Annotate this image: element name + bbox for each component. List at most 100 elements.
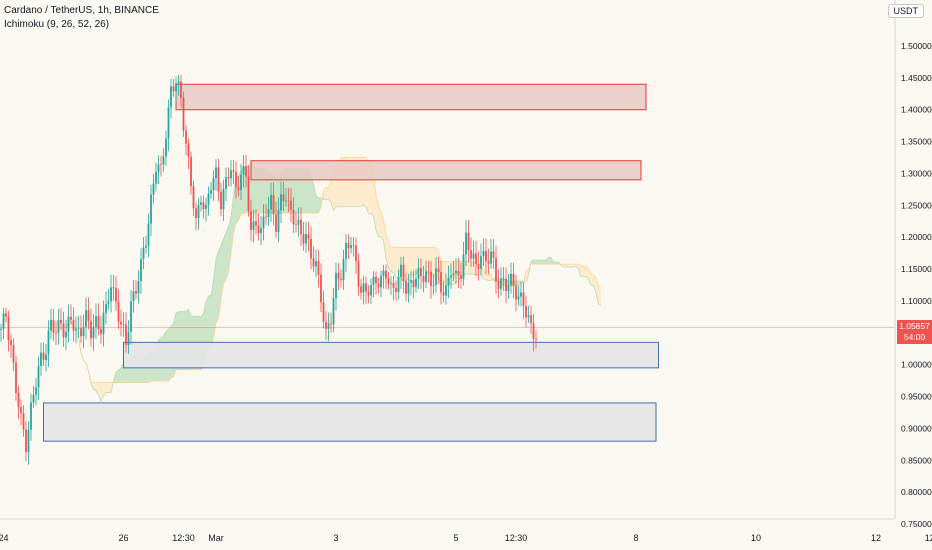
cloud-segment	[483, 269, 486, 280]
cloud-segment	[118, 368, 121, 383]
candle-body	[152, 183, 155, 195]
candle-body	[470, 250, 472, 259]
candle-body	[287, 200, 290, 202]
candle-body	[37, 366, 40, 388]
candle-body	[522, 292, 525, 307]
cloud-segment	[456, 261, 459, 282]
cloud-segment	[543, 259, 546, 265]
candle-body	[440, 272, 442, 293]
cloud-segment	[211, 280, 214, 349]
candle-body	[142, 247, 145, 260]
cloud-segment	[443, 261, 446, 287]
candle-body	[70, 316, 72, 320]
y-tick-label: 1.15000	[901, 264, 932, 274]
candle-body	[487, 261, 490, 264]
y-tick-label: 1.25000	[901, 200, 932, 210]
candle-body	[317, 261, 320, 275]
candle-body	[280, 194, 282, 211]
indicator-label[interactable]: Ichimoku (9, 26, 52, 26)	[4, 19, 110, 30]
candle-body	[132, 291, 135, 302]
candle-body	[162, 156, 165, 165]
cloud-segment	[406, 247, 409, 282]
candle-body	[340, 278, 342, 281]
x-tick-label: 3	[333, 533, 338, 543]
candle-body	[420, 268, 422, 277]
candle-body	[227, 177, 230, 179]
cloud-segment	[303, 169, 306, 214]
candle-body	[345, 243, 347, 260]
candle-body	[357, 261, 360, 287]
x-tick-label: 12	[871, 533, 881, 543]
cloud-segment	[106, 382, 109, 393]
y-tick-label: 1.45000	[901, 73, 932, 83]
candle-body	[527, 315, 530, 318]
candle-body	[115, 288, 117, 302]
cloud-segment	[313, 184, 316, 214]
candle-body	[500, 279, 502, 289]
cloud-segment	[541, 259, 544, 265]
candle-body	[65, 331, 67, 338]
candle-body	[375, 276, 377, 284]
cloud-segment	[93, 382, 96, 391]
cloud-segment	[556, 262, 559, 265]
candle-body	[475, 253, 477, 265]
candle-body	[255, 221, 257, 226]
candle-body	[435, 268, 437, 286]
y-tick-label: 1.00000	[901, 360, 932, 370]
candle-body	[202, 202, 205, 210]
candle-body	[505, 278, 507, 291]
candle-body	[432, 285, 435, 287]
cloud-segment	[96, 382, 99, 395]
candle-body	[7, 316, 10, 341]
candle-body	[240, 174, 242, 191]
candle-body	[175, 83, 177, 92]
candle-body	[87, 310, 90, 322]
candle-body	[27, 429, 30, 452]
cloud-segment	[276, 173, 279, 214]
candle-body	[47, 330, 50, 355]
candle-body	[50, 319, 52, 331]
x-tick-label: Mar	[208, 533, 224, 543]
x-tick-label: 12:30	[925, 533, 932, 543]
x-tick-label: 10	[751, 533, 761, 543]
candle-body	[300, 219, 302, 235]
candle-body	[20, 406, 22, 414]
cloud-segment	[453, 261, 456, 285]
candle-body	[460, 275, 462, 279]
symbol-title: Cardano / TetherUS, 1h, BINANCE	[4, 5, 159, 16]
candle-body	[100, 328, 102, 334]
candle-body	[102, 313, 105, 334]
candle-body	[447, 277, 450, 286]
candle-body	[320, 274, 322, 303]
candle-body	[270, 195, 272, 210]
candle-body	[107, 301, 110, 305]
candle-body	[45, 354, 47, 360]
candle-body	[532, 323, 535, 340]
cloud-segment	[563, 264, 566, 268]
candle-body	[530, 315, 532, 324]
y-tick-label: 1.40000	[901, 105, 932, 115]
candle-body	[180, 81, 182, 98]
candle-body	[342, 259, 345, 281]
cloud-segment	[581, 266, 584, 277]
candle-body	[510, 273, 512, 286]
currency-badge[interactable]: USDT	[887, 4, 924, 18]
candle-body	[250, 211, 252, 230]
candle-body	[242, 165, 245, 175]
candle-body	[355, 245, 357, 262]
candle-body	[10, 340, 12, 346]
candle-body	[247, 176, 250, 212]
cloud-segment	[428, 247, 431, 275]
candle-body	[392, 282, 395, 288]
cloud-segment	[416, 247, 419, 275]
cloud-segment	[546, 257, 549, 265]
candle-body	[275, 214, 277, 232]
candle-body	[222, 188, 225, 210]
candle-body	[332, 298, 335, 325]
candle-body	[360, 286, 362, 293]
support-zone-4	[43, 402, 657, 442]
candle-body	[120, 321, 122, 325]
candle-body	[292, 209, 295, 225]
